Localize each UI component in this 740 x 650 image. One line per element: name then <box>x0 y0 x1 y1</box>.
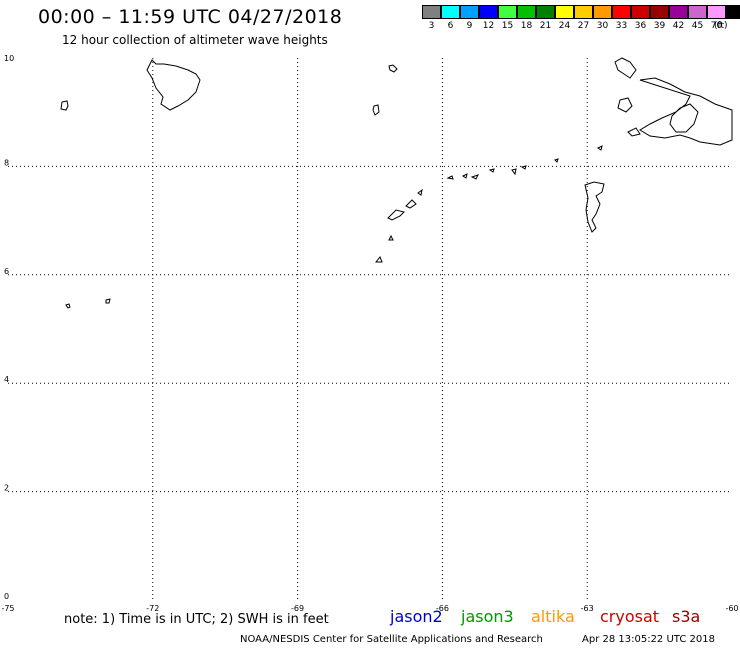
legend-swatch <box>612 5 631 19</box>
legend-swatch <box>631 5 650 19</box>
latitude-tick-label: 6 <box>4 267 9 276</box>
legend-bin-label: 3 <box>428 21 435 31</box>
latitude-tick-label: 10 <box>4 54 14 63</box>
legend-swatch <box>479 5 498 19</box>
legend-bin: 15 <box>498 5 517 31</box>
footer-timestamp: Apr 28 13:05:22 UTC 2018 <box>582 634 715 645</box>
longitude-tick-label: -60 <box>725 604 738 613</box>
coastline-island <box>105 298 111 304</box>
coastline-island <box>597 145 603 151</box>
satellite-altika-label: altika <box>531 607 575 626</box>
satellite-cryosat-label: cryosat <box>600 607 660 626</box>
legend-bin: 18 <box>517 5 536 31</box>
coastline-north-island <box>617 97 633 113</box>
legend-swatch <box>707 5 726 19</box>
latitude-tick-label: 8 <box>4 158 9 167</box>
longitude-tick-label: -63 <box>581 604 594 613</box>
legend-bin: 42 <box>669 5 688 31</box>
legend-bin-label: 18 <box>520 21 533 31</box>
legend-bin: 27 <box>574 5 593 31</box>
legend-bin-label: 30 <box>596 21 609 31</box>
legend-swatch <box>593 5 612 19</box>
coastline-island <box>388 64 398 73</box>
legend-bin: 70 <box>707 5 726 31</box>
legend-bin: 24 <box>555 5 574 31</box>
legend-bin-label: 42 <box>672 21 685 31</box>
legend-bin: 36 <box>631 5 650 31</box>
legend-bin-label: 12 <box>482 21 495 31</box>
legend-bin: 39 <box>650 5 669 31</box>
legend-swatch <box>669 5 688 19</box>
longitude-tick-label: -75 <box>1 604 14 613</box>
legend-bin: 30 <box>593 5 612 31</box>
coastline-north-east-detail <box>669 103 699 133</box>
legend-swatch <box>574 5 593 19</box>
legend-bin: 33 <box>612 5 631 31</box>
longitude-tick-label: -72 <box>146 604 159 613</box>
satellite-jason2-label: jason2 <box>390 607 443 626</box>
coastline-island <box>627 127 641 137</box>
wave-height-legend: 3 6 9 12 15 18 21 24 27 30 33 36 39 42 4… <box>422 5 740 31</box>
latitude-tick-label: 4 <box>4 375 9 384</box>
latitude-tick-label: 0 <box>4 592 9 601</box>
legend-swatch <box>536 5 555 19</box>
legend-bin: 3 <box>422 5 441 31</box>
coastline-island <box>65 303 71 309</box>
legend-bin-label: 6 <box>447 21 454 31</box>
legend-bin-label: 45 <box>691 21 704 31</box>
legend-bin: 45 <box>688 5 707 31</box>
legend-bin-label: 24 <box>558 21 571 31</box>
legend-bin-label: 9 <box>466 21 473 31</box>
map-axis-labels: 0 2 4 6 8 10 -75 -72 -69 -66 -63 -60 <box>1 54 738 613</box>
legend-unit: (ft) <box>714 21 728 31</box>
legend-bin: 12 <box>479 5 498 31</box>
coastline-north-island <box>614 57 637 79</box>
legend-bin-label: 36 <box>634 21 647 31</box>
legend-bin-label: 33 <box>615 21 628 31</box>
coastlines <box>60 57 733 309</box>
coastline-north-east-mass <box>639 77 733 146</box>
legend-bin-label: 27 <box>577 21 590 31</box>
legend-swatch <box>650 5 669 19</box>
map-subtitle: 12 hour collection of altimeter wave hei… <box>62 33 328 47</box>
footnote: note: 1) Time is in UTC; 2) SWH is in fe… <box>64 612 329 627</box>
longitude-tick-label: -69 <box>291 604 304 613</box>
legend-bin-label: 70 <box>710 21 723 31</box>
legend-swatch <box>441 5 460 19</box>
map-gridlines <box>8 58 732 600</box>
footer-credit: NOAA/NESDIS Center for Satellite Applica… <box>240 634 543 645</box>
coastline-island <box>60 100 69 111</box>
coastline-antilles <box>374 158 559 263</box>
satellite-jason3-label: jason3 <box>461 607 514 626</box>
longitude-tick-label: -66 <box>436 604 449 613</box>
coastline-south-america-north <box>146 59 201 111</box>
legend-swatch <box>422 5 441 19</box>
legend-bin: 21 <box>536 5 555 31</box>
legend-bin <box>726 5 740 31</box>
legend-swatch <box>688 5 707 19</box>
legend-swatch <box>555 5 574 19</box>
legend-swatch <box>498 5 517 19</box>
latitude-tick-label: 2 <box>4 484 9 493</box>
satellite-s3a-label: s3a <box>672 607 701 626</box>
coastline-island <box>372 104 380 116</box>
legend-bin-label: 15 <box>501 21 514 31</box>
map-title: 00:00 – 11:59 UTC 04/27/2018 <box>38 6 343 28</box>
coastline-venezuela-peninsula <box>584 181 605 233</box>
legend-swatch <box>726 5 740 19</box>
legend-bin-label: 39 <box>653 21 666 31</box>
legend-swatch <box>517 5 536 19</box>
legend-bin: 9 <box>460 5 479 31</box>
legend-swatch <box>460 5 479 19</box>
legend-bin-label: 21 <box>539 21 552 31</box>
legend-bin: 6 <box>441 5 460 31</box>
